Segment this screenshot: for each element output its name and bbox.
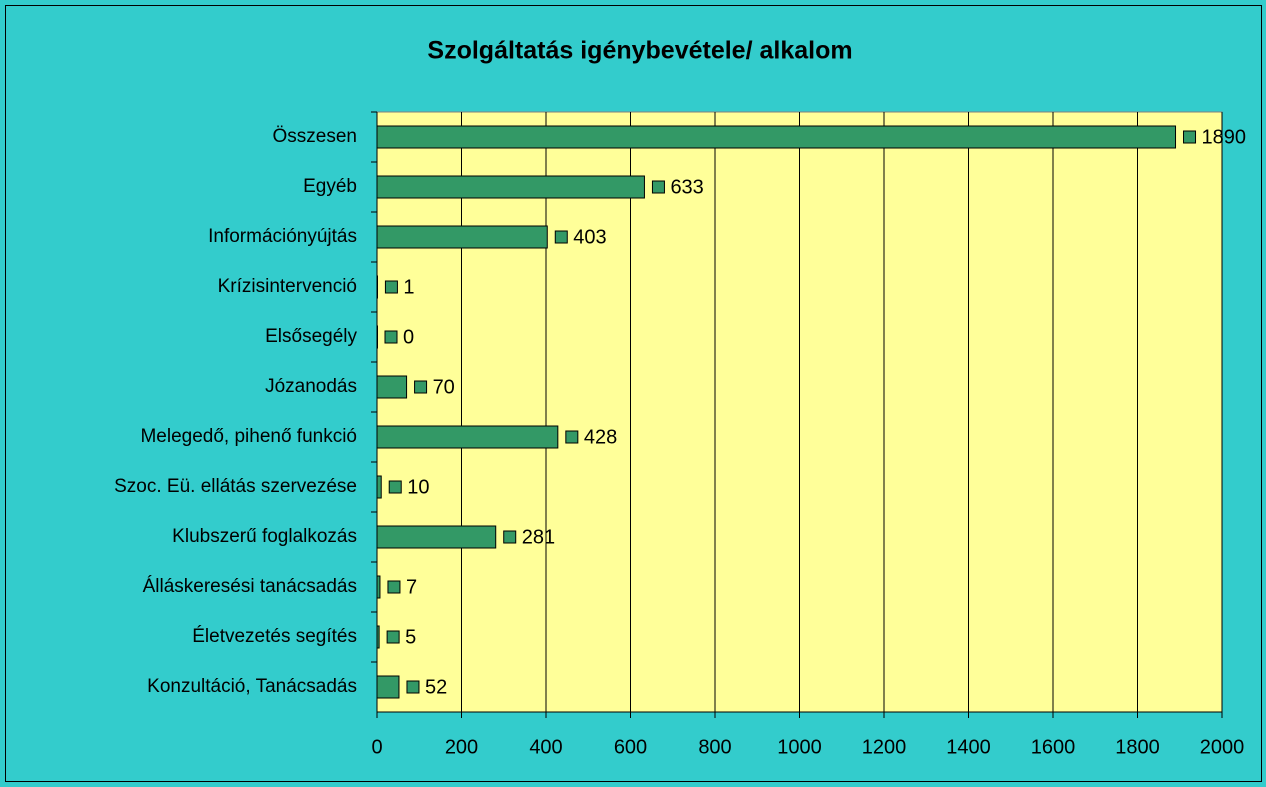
bar	[376, 575, 381, 599]
x-tick-label: 200	[445, 736, 478, 758]
y-tick-label: Életvezetés segítés	[192, 626, 357, 647]
chart-border	[5, 5, 1262, 782]
data-label: 52	[425, 676, 447, 698]
label-key	[388, 480, 402, 494]
data-label: 403	[573, 226, 606, 248]
bar	[376, 325, 378, 349]
label-key	[386, 630, 400, 644]
data-label: 10	[407, 476, 429, 498]
data-label: 0	[403, 326, 414, 348]
label-key	[503, 530, 517, 544]
bar	[376, 675, 400, 699]
x-tick-label: 0	[371, 736, 382, 758]
y-tick-label: Egyéb	[303, 176, 357, 197]
x-tick-label: 1600	[1031, 736, 1076, 758]
x-tick-label: 600	[614, 736, 647, 758]
y-tick-label: Klubszerű foglalkozás	[172, 526, 357, 547]
bar	[376, 625, 380, 649]
bar	[376, 275, 378, 299]
data-label: 281	[522, 526, 555, 548]
y-tick-label: Krízisintervenció	[218, 276, 357, 297]
x-tick-label: 1200	[862, 736, 907, 758]
data-label: 70	[433, 376, 455, 398]
y-tick-label: Szoc. Eü. ellátás szervezése	[114, 476, 357, 497]
x-tick-label: 1400	[946, 736, 991, 758]
label-key	[651, 180, 665, 194]
bar	[376, 475, 382, 499]
y-tick-label: Konzultáció, Tanácsadás	[147, 676, 357, 697]
chart-title: Szolgáltatás igénybevétele/ alkalom	[427, 37, 852, 65]
y-tick-label: Álláskeresési tanácsadás	[143, 576, 357, 597]
bar	[376, 375, 408, 399]
y-tick-label: Melegedő, pihenő funkció	[140, 426, 357, 447]
bar	[376, 175, 645, 199]
data-label: 1	[403, 276, 414, 298]
label-key	[384, 280, 398, 294]
x-tick-label: 400	[529, 736, 562, 758]
label-key	[387, 580, 401, 594]
bar	[376, 525, 497, 549]
label-key	[406, 680, 420, 694]
y-tick-label: Józanodás	[265, 376, 357, 397]
label-key	[414, 380, 428, 394]
label-key	[384, 330, 398, 344]
data-label: 428	[584, 426, 617, 448]
bar	[376, 225, 548, 249]
label-key	[1183, 130, 1197, 144]
bar	[376, 425, 559, 449]
y-tick-label: Elsősegély	[265, 326, 357, 347]
data-label: 1890	[1202, 126, 1247, 148]
x-tick-label: 1000	[777, 736, 822, 758]
bar	[376, 125, 1177, 149]
label-key	[565, 430, 579, 444]
data-label: 5	[405, 626, 416, 648]
x-tick-label: 800	[698, 736, 731, 758]
label-key	[554, 230, 568, 244]
y-tick-label: Összesen	[273, 126, 357, 147]
x-tick-label: 1800	[1115, 736, 1160, 758]
x-tick-label: 2000	[1200, 736, 1245, 758]
y-tick-label: Információnyújtás	[208, 226, 357, 247]
data-label: 633	[670, 176, 703, 198]
data-label: 7	[406, 576, 417, 598]
